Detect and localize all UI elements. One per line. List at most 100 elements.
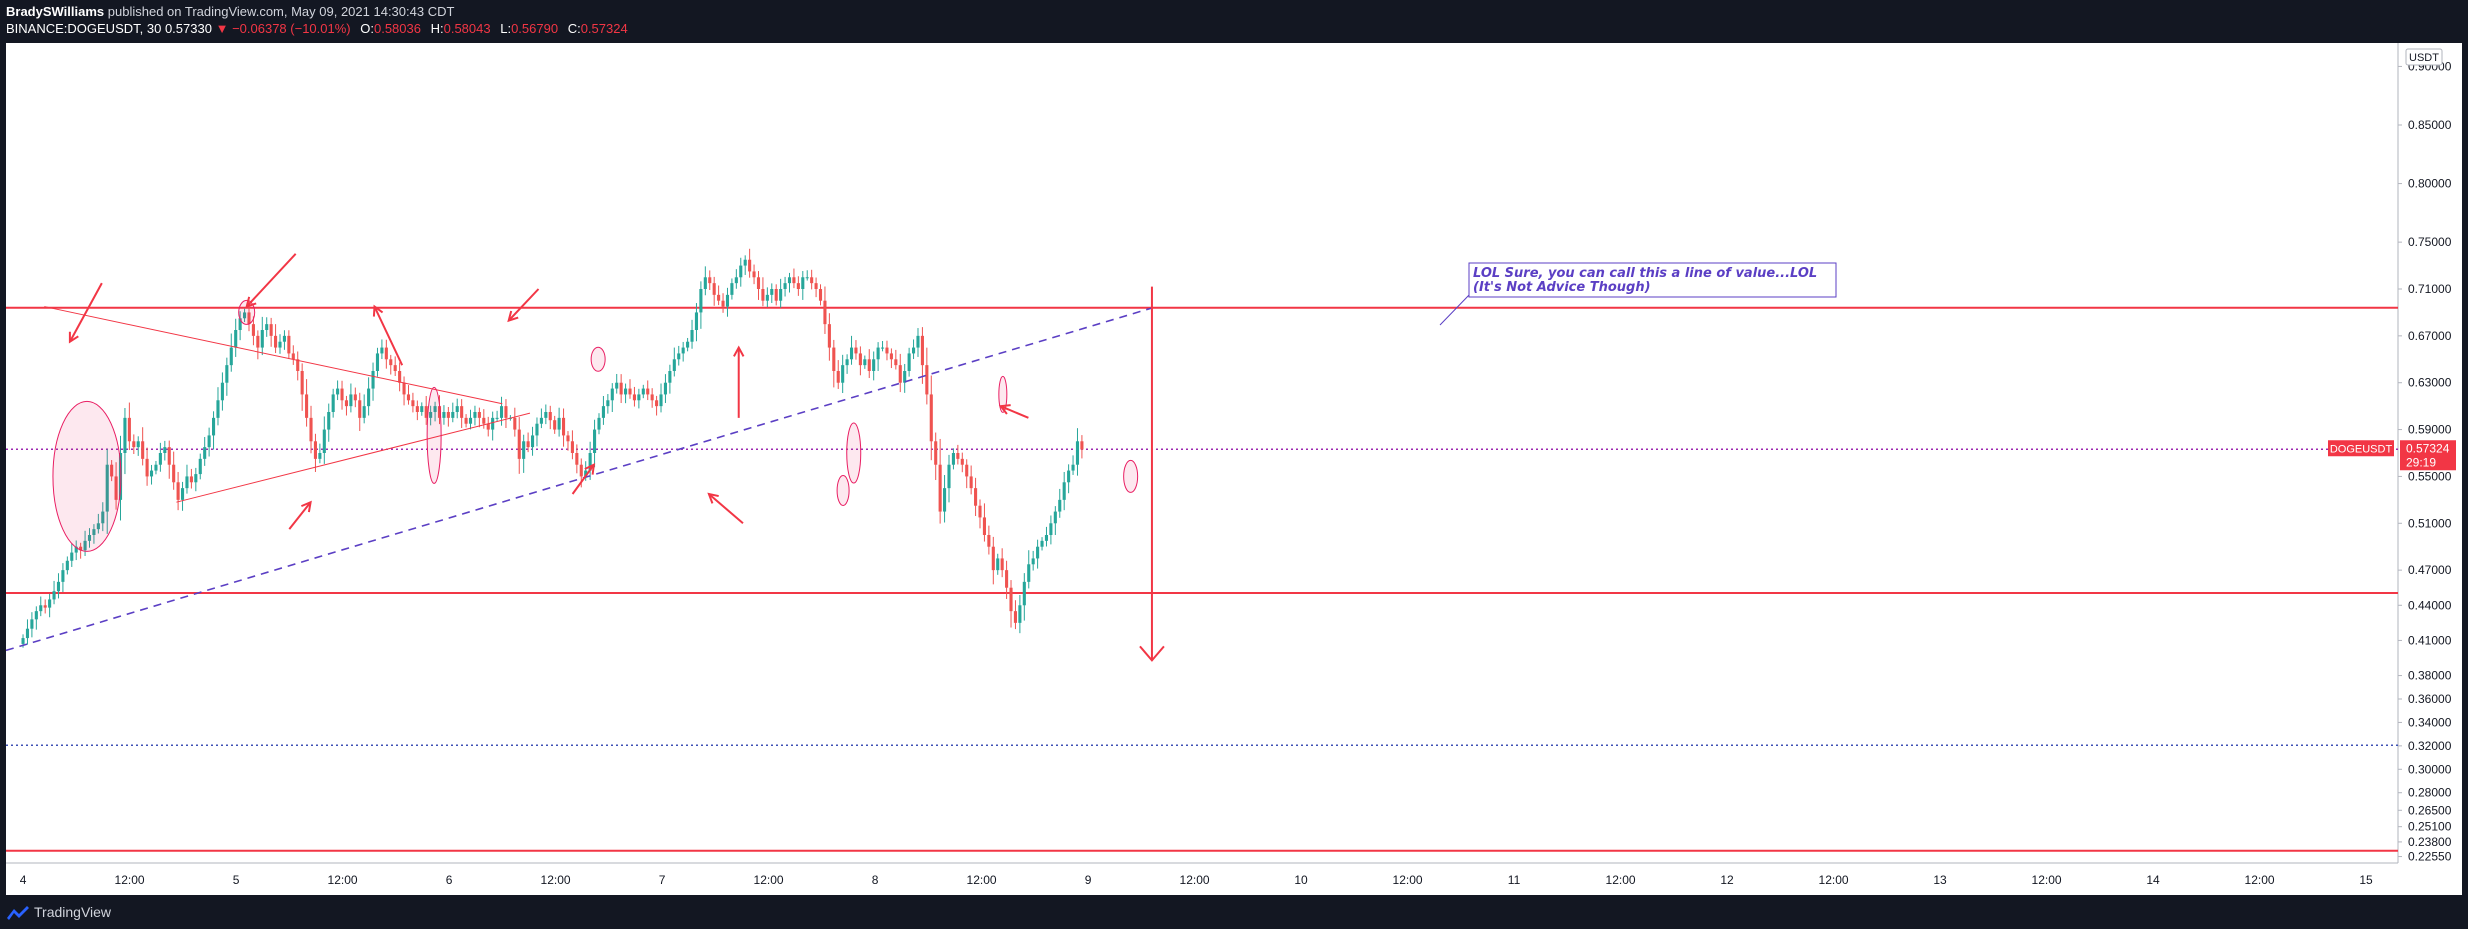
candle-body [415, 406, 419, 412]
candle-body [699, 289, 703, 313]
y-tick-label: 0.47000 [2408, 563, 2452, 577]
candle-body [353, 394, 357, 401]
x-tick-label: 12:00 [754, 873, 784, 887]
x-tick-label: 9 [1085, 873, 1092, 887]
candle-body [287, 335, 291, 354]
candle-body [216, 400, 220, 418]
candle-body [34, 611, 38, 620]
candle-body [690, 330, 694, 342]
candle-body [991, 546, 995, 571]
candle-body [451, 412, 455, 418]
candle-body [708, 277, 712, 284]
trend-line [5, 307, 1153, 652]
candle-body [52, 591, 56, 600]
y-tick-label: 0.85000 [2408, 118, 2452, 132]
candle-body [251, 324, 255, 336]
candle-body [495, 417, 499, 419]
candle-body [535, 423, 539, 436]
candle-body [792, 277, 796, 284]
x-tick-label: 5 [233, 873, 240, 887]
candle-body [274, 335, 278, 348]
candle-body [105, 464, 109, 512]
candle-body [65, 560, 69, 571]
tradingview-logo-icon[interactable] [6, 904, 30, 920]
candle-body [743, 259, 747, 266]
candle-body [885, 347, 889, 354]
candle-body [172, 464, 176, 483]
y-tick-label: 0.30000 [2408, 762, 2452, 776]
candle-body [442, 412, 446, 418]
candle-body [646, 388, 650, 395]
candle-body [243, 312, 247, 319]
candle-body [149, 470, 154, 477]
candle-body [810, 277, 814, 284]
plot-area [6, 43, 2398, 863]
candle-body [880, 347, 885, 349]
candle-body [774, 289, 778, 301]
candle-body [398, 371, 402, 383]
price-unit-label: USDT [2409, 52, 2439, 64]
candle-body [539, 417, 543, 424]
candle-body [659, 394, 663, 407]
y-tick-label: 0.22550 [2408, 850, 2452, 864]
candle-body [1071, 464, 1075, 471]
close-label: C: [567, 21, 581, 36]
symbol-name-label: DOGEUSDT [2330, 443, 2393, 455]
candle-body [1018, 605, 1022, 623]
candle-body [384, 347, 388, 360]
candle-body [787, 277, 792, 284]
candle-body [677, 353, 681, 360]
annotation-arrow [1000, 405, 1029, 419]
candle-body [176, 482, 180, 500]
candle-body [358, 400, 362, 418]
annotation-arrow [571, 464, 595, 495]
candle-body [619, 382, 623, 395]
candle-body [327, 412, 331, 430]
candle-body [650, 394, 654, 401]
annotation-arrow-head [507, 310, 519, 323]
candle-body [663, 382, 668, 395]
candle-body [557, 417, 561, 430]
candle-body [978, 505, 982, 518]
candle-body [211, 417, 216, 436]
candle-body [198, 458, 202, 475]
candle-body [380, 347, 384, 354]
candle-body [579, 464, 583, 477]
candle-body [70, 552, 74, 561]
x-tick-label: 12:00 [967, 873, 997, 887]
brand-name[interactable]: TradingView [34, 904, 112, 920]
candlestick-chart[interactable]: 0.900000.850000.800000.750000.710000.670… [0, 40, 2468, 895]
author-name[interactable]: BradySWilliams [6, 4, 105, 19]
candle-body [628, 388, 632, 395]
candle-body [1027, 564, 1031, 582]
candle-body [832, 347, 836, 371]
y-tick-label: 0.44000 [2408, 598, 2452, 612]
candle-body [655, 400, 659, 407]
candle-body [1040, 540, 1044, 547]
candle-body [309, 417, 313, 442]
x-tick-label: 10 [1294, 873, 1308, 887]
y-tick-label: 0.38000 [2408, 669, 2452, 683]
candle-body [894, 359, 898, 366]
highlight-ellipse [426, 386, 442, 484]
candle-body [752, 271, 756, 278]
candle-body [87, 535, 92, 541]
x-tick-label: 6 [446, 873, 453, 887]
candle-body [1080, 441, 1084, 450]
y-tick-label: 0.25100 [2408, 820, 2452, 834]
candle-body [686, 341, 690, 348]
candle-body [420, 406, 424, 412]
candle-body [429, 412, 433, 418]
x-tick-label: 12:00 [541, 873, 571, 887]
bar-countdown-label: 29:19 [2406, 455, 2436, 469]
candle-body [522, 441, 526, 459]
y-tick-label: 0.71000 [2408, 282, 2452, 296]
candle-body [238, 318, 242, 330]
candle-body [597, 417, 601, 430]
candle-body [1067, 470, 1071, 483]
down-arrow-icon: ▼ [215, 21, 229, 36]
annotation-arrow-head [68, 331, 79, 344]
candle-body [1036, 546, 1040, 559]
candle-body [801, 277, 805, 289]
time-axis-area [6, 863, 2462, 895]
